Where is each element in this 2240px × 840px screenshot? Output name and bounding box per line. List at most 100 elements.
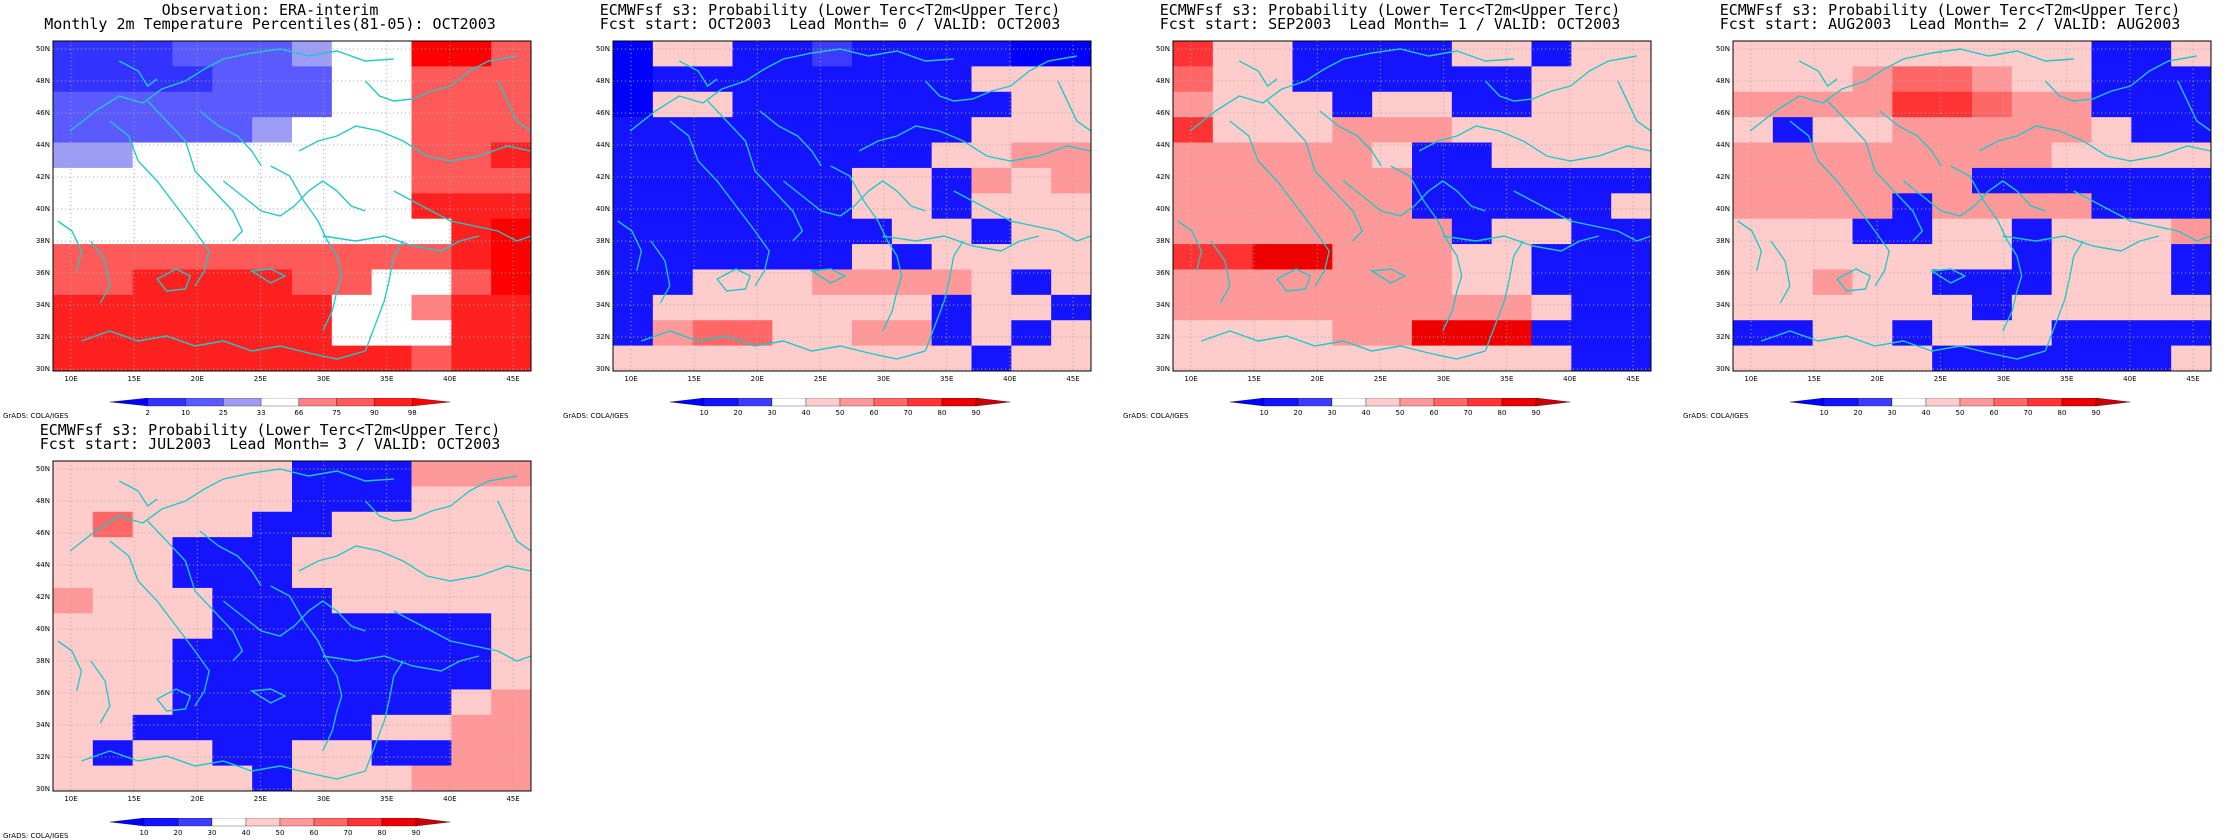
grid-cell [292,664,333,690]
coastline [1057,80,1092,132]
grid-cell [1252,244,1293,270]
colorbar-swatch [1925,398,1961,407]
grid-cell [292,345,333,372]
grid-cell [1212,320,1254,347]
grid-cell [852,269,893,296]
grid-cell [331,461,373,487]
grid-cell [891,269,933,296]
grid-cell [1372,167,1413,194]
grid-cell [411,613,452,640]
colorbar-label: 20 [174,829,183,837]
coastline [249,268,287,284]
colorbar-label: 40 [1362,409,1371,417]
grid-cell [491,345,532,372]
grid-cell [1852,269,1893,296]
grid-cell [1531,320,1572,347]
grid-cell [1772,193,1814,220]
coastline [298,545,532,582]
grid-cell [491,714,532,741]
coastline [57,640,83,692]
grid-cell [172,486,213,513]
x-tick-label: 30E [877,375,890,381]
y-tick-label: 46N [596,109,610,117]
x-tick-label: 25E [254,795,267,801]
coastline [1929,268,1967,284]
grid-cell [172,218,213,245]
colorbar-label: 70 [1464,409,1473,417]
grid-cell [852,91,893,118]
coastline [1319,110,1382,167]
grid-cell [1972,91,2013,118]
grid-cell [812,218,853,245]
grid-cell [212,714,253,741]
colorbar-label: 98 [408,409,417,417]
grid-cell [1611,91,1652,118]
grid-cell [692,193,733,220]
grid-cell [451,740,492,767]
grid-cell [1491,41,1532,67]
colorbar-label: 75 [332,409,341,417]
x-tick-label: 45E [2186,375,2199,381]
grid-cell [411,740,452,767]
coastline [1950,165,2023,332]
panel-subtitle: Fcst start: SEP2003 Lead Month= 1 / VALI… [1159,15,1621,33]
grid-cell [1412,218,1453,245]
grid-cell [252,562,293,589]
grid-cell [1611,345,1652,372]
map-plot: 10E 15E 20E 25E 30E 35E 40E 45E 30N 32N 34N 36N 38N 4… [27,458,535,801]
grid-cell [2051,269,2092,296]
grid-cell [92,562,134,589]
x-tick-label: 25E [1934,375,1947,381]
coastline [1418,125,1652,162]
grid-cell [652,41,694,67]
grid-cell [1892,193,1933,220]
coastline [1276,268,1312,292]
grid-cell [212,244,253,270]
grid-cell [1212,66,1254,93]
grid-cell [931,218,972,245]
grid-cell [491,613,532,640]
grid-cell [2131,269,2172,296]
coastline [924,240,964,352]
grid-cell [212,537,253,564]
grid-cell [212,91,253,118]
grid-cell [1332,294,1373,321]
coastline [1761,330,2046,360]
map-plot: 10E 15E 20E 25E 30E 35E 40E 45E 30N 32N 34N 36N 38N 4… [587,38,1095,381]
grid-cell [53,117,94,144]
grid-cell [931,142,972,169]
grid-cell [812,142,853,169]
grid-cell [1372,117,1413,144]
grid-cell [1412,193,1453,220]
grid-cell [252,664,293,690]
grid-cell [2051,345,2092,372]
grid-cell [652,320,694,347]
grid-cell [1332,193,1373,220]
coastline [669,120,770,287]
colorbar-swatch [381,818,417,827]
colorbar-swatch [260,398,300,407]
grid-cell [292,218,333,245]
grid-cell [411,345,452,372]
grid-cell [971,91,1012,118]
grid-cell [1372,66,1413,93]
grid-cell [2091,66,2132,93]
grid-cell [331,41,373,67]
grid-cell [812,193,853,220]
grid-cell [451,269,492,296]
grid-cell [2051,142,2092,169]
grid-cell [1451,142,1493,169]
grid-cell [212,193,253,220]
grid-cell [371,91,412,118]
x-tick-label: 10E [64,375,77,381]
grid-cell [1173,142,1214,169]
grid-cell [1451,269,1493,296]
grid-cell [371,638,412,665]
grid-cell [852,345,893,372]
x-tick-label: 40E [443,375,456,381]
colorbar-label: 30 [768,409,777,417]
colorbar-swatch [211,818,247,827]
y-tick-label: 32N [1156,333,1170,341]
grid-cell [491,91,532,118]
coastline [270,165,343,332]
